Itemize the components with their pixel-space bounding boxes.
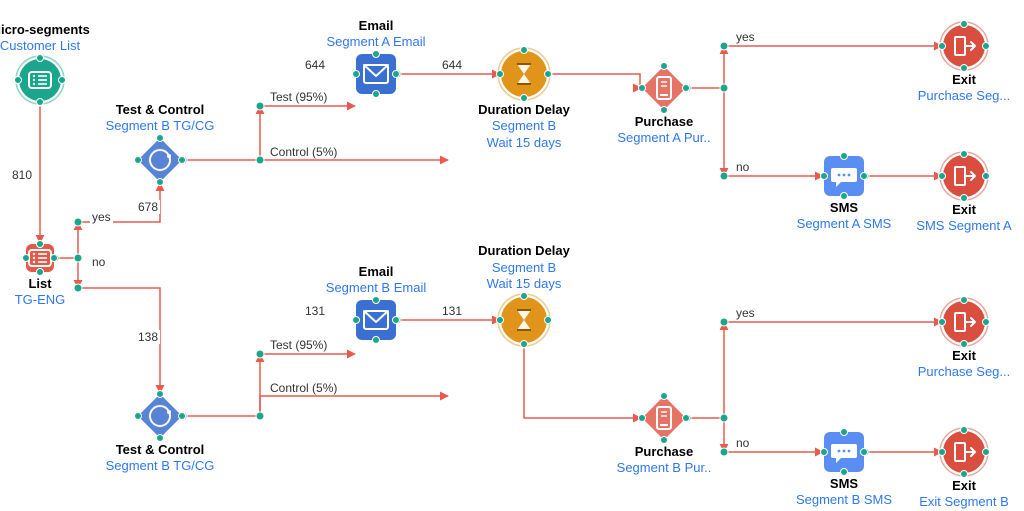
node-email2[interactable] xyxy=(353,297,400,344)
edge xyxy=(183,106,260,160)
edge-branch-label: yes xyxy=(734,306,757,320)
node-tc1[interactable] xyxy=(135,135,186,186)
edge-count: 131 xyxy=(303,304,327,318)
node-sms2[interactable] xyxy=(821,429,868,476)
flow-canvas xyxy=(0,0,1024,508)
edge-count: 810 xyxy=(10,168,34,182)
edge-branch-label: yes xyxy=(734,30,757,44)
node-exit3[interactable] xyxy=(939,297,990,348)
edge-branch-label: no xyxy=(734,436,751,450)
edge-count: 644 xyxy=(303,58,327,72)
edge-branch-label: no xyxy=(734,160,751,174)
node-delay1[interactable] xyxy=(497,47,552,102)
node-tc2[interactable] xyxy=(135,391,186,442)
node-sms1[interactable] xyxy=(821,153,868,200)
edge-branch-label: Test (95%) xyxy=(268,90,329,104)
node-pur1[interactable] xyxy=(639,63,690,114)
edge-branch-label: no xyxy=(90,255,107,269)
edge xyxy=(183,354,260,416)
edge-count: 138 xyxy=(136,330,160,344)
edge-count: 131 xyxy=(440,304,464,318)
node-email1[interactable] xyxy=(353,51,400,98)
node-exit1[interactable] xyxy=(939,21,990,72)
edge-count: 678 xyxy=(136,200,160,214)
node-list[interactable] xyxy=(23,241,58,276)
edge xyxy=(260,396,448,416)
node-delay2[interactable] xyxy=(497,293,552,348)
edge-count: 644 xyxy=(440,58,464,72)
edge xyxy=(524,344,641,418)
edge xyxy=(687,322,724,418)
node-exit2[interactable] xyxy=(939,151,990,202)
edge-branch-label: yes xyxy=(90,210,113,224)
node-exit4[interactable] xyxy=(939,427,990,478)
edge-branch-label: Control (5%) xyxy=(268,381,339,395)
edge-branch-label: Control (5%) xyxy=(268,145,339,159)
edge xyxy=(687,46,724,88)
edge xyxy=(548,74,641,88)
node-pur2[interactable] xyxy=(639,393,690,444)
node-micro[interactable] xyxy=(15,55,66,106)
edge xyxy=(55,222,78,258)
edge-branch-label: Test (95%) xyxy=(268,338,329,352)
